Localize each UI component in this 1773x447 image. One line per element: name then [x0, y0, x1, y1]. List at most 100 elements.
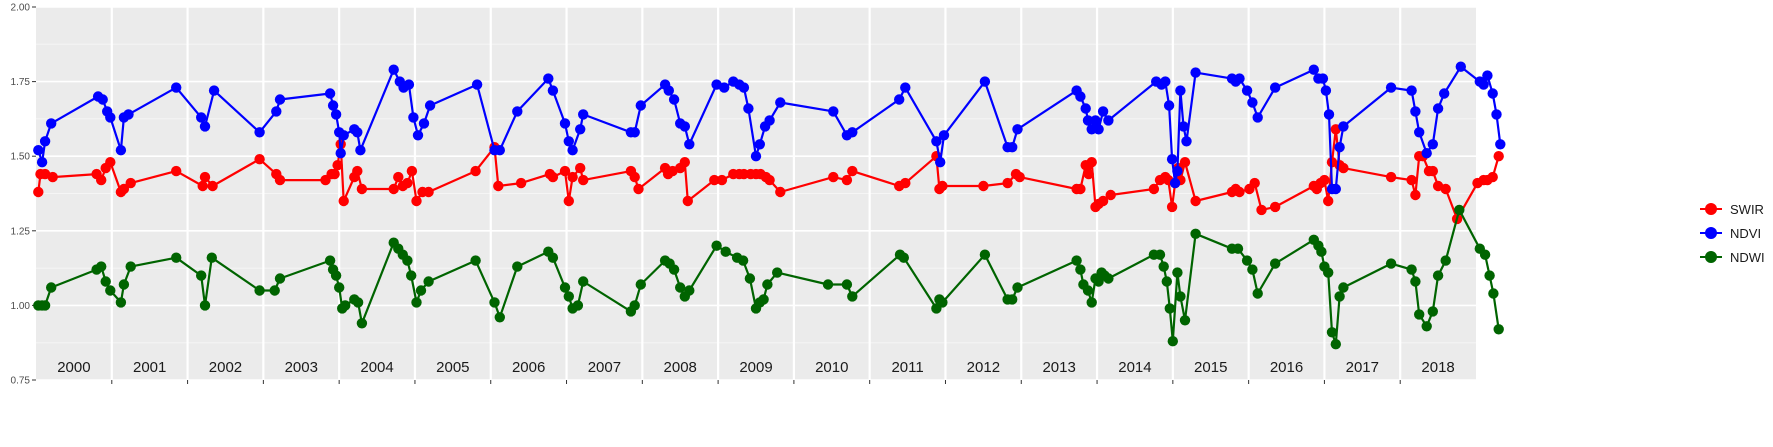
data-point-ndvi — [1414, 127, 1425, 138]
data-point-ndvi — [1166, 154, 1178, 165]
data-point-ndvi — [33, 145, 44, 156]
data-point-ndvi — [1270, 82, 1281, 93]
panel-label: 2002 — [209, 359, 242, 376]
data-point-ndvi — [931, 136, 942, 147]
data-point-swir — [423, 186, 434, 198]
data-point-swir — [1002, 177, 1013, 189]
data-point-swir — [393, 171, 404, 183]
data-point-ndvi — [567, 145, 578, 156]
data-point-ndwi — [324, 255, 336, 266]
data-point-ndwi — [684, 285, 695, 296]
data-point-ndwi — [1440, 255, 1451, 266]
data-point-ndvi — [738, 82, 750, 93]
data-point-swir — [33, 186, 44, 198]
panel-label: 2008 — [664, 359, 697, 376]
data-point-swir — [578, 174, 589, 186]
panel-label: 2012 — [967, 359, 1000, 376]
data-point-ndvi — [39, 136, 51, 147]
data-point-swir — [1323, 195, 1334, 207]
data-point-ndvi — [559, 118, 571, 129]
data-point-ndvi — [743, 103, 754, 114]
panel-label: 2017 — [1346, 359, 1379, 376]
data-point-ndwi — [1427, 306, 1439, 317]
data-point-ndwi — [423, 276, 434, 287]
data-point-ndwi — [415, 285, 427, 296]
data-point-ndwi — [1103, 273, 1114, 284]
data-point-ndvi — [471, 79, 483, 90]
data-point-swir — [329, 168, 340, 180]
data-point-ndwi — [118, 279, 130, 290]
data-point-ndwi — [1385, 258, 1397, 269]
panel-label: 2010 — [815, 359, 848, 376]
data-point-ndwi — [1158, 261, 1169, 272]
data-point-swir — [274, 174, 286, 186]
data-point-ndvi — [1082, 115, 1094, 126]
data-point-swir — [1097, 195, 1109, 207]
data-point-ndwi — [100, 276, 111, 287]
data-point-ndvi — [719, 82, 730, 93]
data-point-ndwi — [979, 249, 991, 260]
data-point-swir — [1410, 189, 1421, 201]
data-point-swir — [515, 177, 527, 189]
data-point-swir — [1493, 151, 1504, 162]
data-point-ndvi — [635, 100, 646, 111]
data-point-ndvi — [629, 127, 640, 138]
data-point-ndvi — [494, 145, 505, 156]
data-point-ndvi — [894, 94, 905, 105]
data-point-ndwi — [758, 294, 769, 305]
data-point-swir — [1086, 157, 1097, 168]
data-point-ndwi — [1334, 291, 1345, 302]
data-point-ndvi — [1421, 148, 1432, 159]
data-point-ndwi — [1484, 270, 1495, 281]
data-point-ndwi — [720, 246, 731, 257]
data-point-ndvi — [412, 130, 424, 141]
data-point-swir — [567, 171, 578, 183]
data-point-ndwi — [411, 297, 422, 308]
data-point-swir — [352, 165, 363, 177]
data-point-ndwi — [1406, 264, 1417, 275]
data-point-ndwi — [572, 300, 584, 311]
data-point-swir — [1256, 204, 1267, 216]
data-point-ndvi — [684, 139, 695, 150]
data-point-ndwi — [105, 285, 116, 296]
panel-label: 2003 — [285, 359, 318, 376]
data-point-swir — [1234, 186, 1245, 198]
data-point-swir — [47, 171, 58, 183]
data-point-swir — [96, 174, 107, 186]
data-point-swir — [682, 195, 693, 207]
y-tick-label: 0.75 — [11, 376, 31, 387]
data-point-ndvi — [1080, 103, 1091, 114]
data-point-ndwi — [762, 279, 773, 290]
data-point-ndvi — [575, 124, 586, 135]
data-point-ndvi — [46, 118, 57, 129]
data-point-ndvi — [208, 85, 220, 96]
data-point-ndvi — [1097, 106, 1109, 117]
data-point-ndvi — [335, 148, 346, 159]
data-point-ndvi — [663, 85, 674, 96]
data-point-ndvi — [563, 136, 574, 147]
data-point-swir — [1487, 171, 1498, 183]
data-point-ndvi — [330, 109, 342, 120]
legend: SWIR NDVI NDWI — [1700, 197, 1765, 269]
data-point-swir — [356, 183, 368, 195]
data-point-ndvi — [1234, 73, 1245, 84]
data-point-ndvi — [512, 106, 523, 117]
data-point-ndwi — [737, 255, 749, 266]
data-point-ndvi — [171, 82, 182, 93]
data-point-ndvi — [424, 100, 436, 111]
data-point-ndvi — [668, 94, 680, 105]
panel-label: 2009 — [739, 359, 772, 376]
data-point-ndvi — [1103, 115, 1114, 126]
data-point-ndvi — [36, 157, 48, 168]
data-point-swir — [338, 195, 349, 207]
data-point-swir — [629, 171, 640, 183]
y-tick-label: 1.25 — [11, 226, 31, 237]
data-point-ndvi — [1160, 76, 1171, 87]
data-point-ndvi — [352, 127, 363, 138]
data-point-ndvi — [754, 139, 765, 150]
data-point-swir — [847, 165, 858, 177]
legend-label-ndwi: NDWI — [1730, 249, 1765, 265]
data-point-ndwi — [1338, 282, 1349, 293]
data-point-ndvi — [1334, 142, 1345, 153]
